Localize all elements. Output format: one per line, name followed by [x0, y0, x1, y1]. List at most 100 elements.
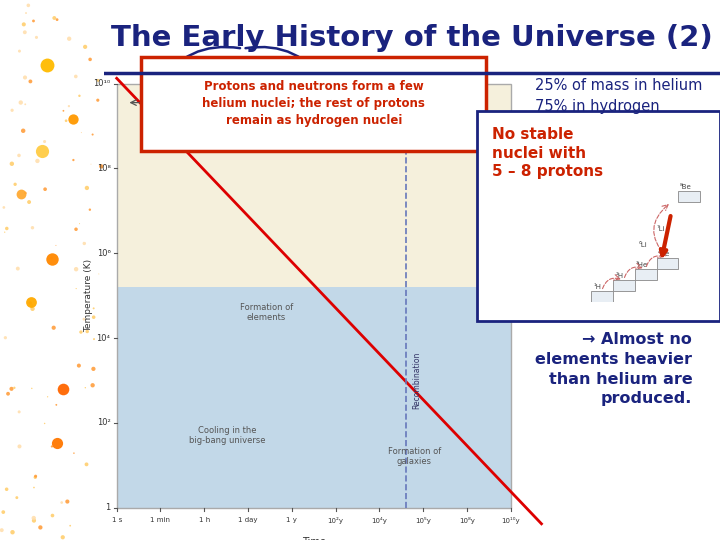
Point [33, 189, 45, 198]
Point [27, 224, 38, 232]
Point [17, 415, 28, 423]
Point [71, 225, 82, 234]
Text: 25% of mass in helium
75% in hydrogen: 25% of mass in helium 75% in hydrogen [536, 78, 703, 114]
Bar [657, 258, 678, 269]
Point [13, 151, 24, 160]
Text: ⁷Li: ⁷Li [657, 226, 665, 232]
Point [67, 114, 78, 123]
Text: ¹H: ¹H [594, 284, 602, 290]
Point [24, 299, 36, 307]
Point [0, 526, 7, 535]
Point [91, 522, 103, 531]
Point [94, 269, 105, 278]
Point [23, 198, 35, 206]
Point [46, 255, 58, 264]
Point [48, 323, 60, 332]
Point [50, 130, 61, 139]
Point [49, 120, 60, 129]
Point [26, 298, 37, 307]
Point [32, 256, 43, 265]
Point [73, 91, 85, 100]
Point [71, 284, 82, 293]
Point [58, 193, 69, 201]
Point [75, 99, 86, 107]
Bar [613, 280, 634, 291]
Point [27, 244, 39, 252]
Point [4, 523, 16, 531]
Point [57, 50, 68, 59]
Point [2, 185, 14, 193]
Point [24, 77, 36, 86]
Point [60, 84, 72, 93]
Point [26, 360, 37, 369]
Text: 1 day: 1 day [238, 517, 258, 523]
Text: ⁶Li: ⁶Li [639, 242, 648, 248]
Point [1, 485, 12, 494]
Text: Time: Time [302, 537, 325, 540]
Point [57, 533, 68, 540]
Point [65, 481, 76, 490]
Text: 1 s: 1 s [112, 517, 122, 523]
Point [46, 254, 58, 262]
Point [36, 147, 48, 156]
Point [37, 257, 49, 266]
Point [26, 301, 37, 310]
Point [21, 280, 32, 289]
Point [35, 204, 46, 212]
Point [59, 353, 71, 362]
Text: 10⁸y: 10⁸y [459, 517, 475, 524]
Point [30, 473, 41, 482]
Point [27, 179, 39, 188]
Point [6, 106, 18, 114]
Point [66, 187, 77, 196]
Point [0, 481, 12, 490]
Text: 10²y: 10²y [328, 517, 343, 524]
Point [28, 516, 40, 525]
Point [32, 337, 44, 346]
Point [0, 333, 11, 342]
Point [0, 42, 9, 50]
Point [42, 393, 53, 401]
Point [6, 159, 17, 168]
Text: 1: 1 [105, 503, 111, 512]
Point [88, 150, 99, 158]
Point [63, 35, 75, 43]
Text: Formation of
elements: Formation of elements [240, 303, 293, 322]
Point [32, 326, 44, 335]
Point [68, 516, 80, 524]
Point [15, 190, 27, 199]
Text: dominates: dominates [193, 130, 238, 139]
Point [0, 228, 11, 237]
Point [38, 343, 50, 352]
Point [73, 219, 85, 228]
Point [30, 472, 41, 481]
Text: Formation of
galaxies: Formation of galaxies [387, 447, 441, 467]
Point [52, 438, 63, 447]
Point [92, 96, 104, 105]
Point [78, 146, 90, 154]
Point [68, 260, 79, 268]
Text: ²H: ²H [616, 273, 624, 279]
Point [6, 528, 18, 537]
Point [60, 117, 72, 125]
Point [75, 467, 86, 476]
Point [31, 33, 42, 42]
Point [50, 401, 62, 409]
Point [22, 1, 34, 10]
Point [94, 490, 105, 499]
Text: → Almost no
elements heavier
than helium are
produced.: → Almost no elements heavier than helium… [536, 332, 693, 407]
Point [50, 241, 62, 249]
Point [14, 47, 25, 56]
Point [78, 157, 89, 165]
Point [12, 363, 24, 372]
Point [66, 79, 78, 88]
Point [79, 383, 91, 392]
Point [29, 333, 40, 341]
Bar [634, 269, 657, 280]
Point [60, 188, 72, 197]
Point [97, 377, 109, 386]
Point [28, 17, 40, 25]
Point [53, 341, 64, 350]
Point [97, 497, 109, 506]
Bar [678, 191, 701, 202]
